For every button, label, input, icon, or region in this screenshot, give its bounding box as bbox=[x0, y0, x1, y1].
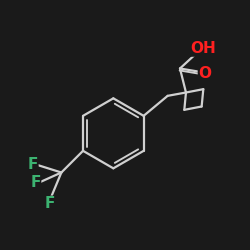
Text: OH: OH bbox=[190, 41, 216, 56]
Text: F: F bbox=[44, 196, 55, 211]
Text: F: F bbox=[28, 157, 38, 172]
Text: F: F bbox=[30, 175, 40, 190]
Text: O: O bbox=[198, 66, 211, 81]
